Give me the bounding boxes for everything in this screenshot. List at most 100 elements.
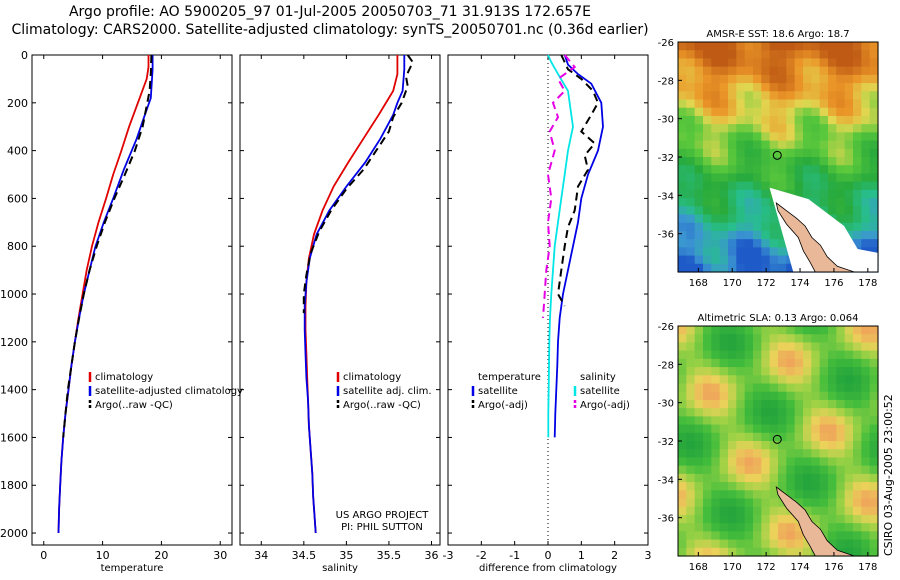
sst-map-heatmap-cell [786,181,796,191]
sst-map-heatmap-cell [719,42,729,51]
sst-map-heatmap-cell [736,165,746,175]
sst-map-heatmap-cell [719,206,729,216]
sst-map-heatmap-cell [678,255,687,265]
sst-map-heatmap-cell [861,132,871,142]
sla-map-heatmap-cell [761,367,771,376]
sla-map-heatmap-cell [828,367,837,376]
sst-map-heatmap-cell [786,132,796,142]
sst-map-heatmap-cell [819,66,829,76]
sla-map-heatmap-cell [778,482,787,491]
sst-map-heatmap-cell [736,255,746,265]
sst-map-heatmap-cell [844,189,854,199]
sla-map-heatmap-cell [778,449,787,459]
sla-map-heatmap-cell [836,482,846,491]
sst-map-heatmap-cell [753,189,762,199]
sla-map-heatmap-cell [694,432,704,442]
sst-map-heatmap-cell [828,124,837,133]
sla-map-heatmap-cell [853,383,862,393]
sst-land-mask [769,187,878,272]
sst-map-heatmap-cell [769,181,779,191]
sst-map-heatmap-cell [686,115,696,125]
sla-map-heatmap-cell [786,465,796,475]
sst-map-heatmap-cell [678,132,687,142]
sla-map-heatmap-cell [869,408,879,417]
sla-map-heatmap-cell [778,334,787,344]
sst-map-heatmap-cell [753,230,762,240]
sla-map-heatmap-cell [761,498,771,508]
sst-map-heatmap-cell [769,255,779,265]
sla-map-heatmap-cell [678,506,687,516]
sla-map-heatmap-cell [728,399,737,409]
sst-map-heatmap-cell [678,239,687,248]
sla-map-heatmap-cell [861,531,871,541]
sst-map-heatmap-cell [753,247,762,257]
sla-map-heatmap-cell [844,383,854,393]
sla-map-heatmap-cell [736,399,746,409]
sla-map-heatmap-cell [828,326,837,335]
sst-map-heatmap-cell [744,42,754,51]
sst-map-heatmap-cell [819,74,829,84]
temperature-ytick-label: 800 [7,240,28,253]
sla-map-heatmap-cell [819,383,829,393]
sla-map-heatmap-cell [844,498,854,508]
sla-map-heatmap-cell [744,367,754,376]
sla-map-heatmap-cell [786,490,796,500]
sla-map-heatmap-cell [686,531,696,541]
sst-map-heatmap-cell [761,91,771,101]
sla-map-heatmap-cell [728,465,737,475]
sla-map-heatmap-cell [678,342,687,352]
sla-map-heatmap-cell [836,498,846,508]
sla-map-heatmap-cell [753,441,762,450]
sla-map-heatmap-cell [844,342,854,352]
sst-map-heatmap-cell [753,132,762,142]
sst-map-heatmap-cell [769,124,779,133]
sla-map-heatmap-cell [736,441,746,450]
sst-map-heatmap-cell [853,66,862,76]
sst-map-heatmap-cell [853,132,862,142]
sla-map-heatmap-cell [686,383,696,393]
sla-map-heatmap-cell [728,473,737,483]
sst-map-heatmap-cell [744,222,754,232]
sla-map-heatmap-cell [728,367,737,376]
sla-map-heatmap-cell [853,441,862,450]
sst-map-heatmap-cell [711,42,721,51]
sla-map-heatmap-cell [853,391,862,401]
sst-map-heatmap-cell [686,132,696,142]
sla-map-heatmap-cell [836,457,846,467]
sst-map-heatmap-cell [869,140,879,150]
sla-map-heatmap-cell [786,326,796,335]
sst-map-heatmap-cell [844,74,854,84]
sla-map-heatmap-cell [844,457,854,467]
sla-map-heatmap-cell [686,514,696,524]
sla-map-heatmap-cell [686,367,696,376]
sst-map-heatmap-cell [728,255,737,265]
sla-map-heatmap-cell [728,498,737,508]
sla-map-heatmap-cell [678,358,687,368]
sst-map-heatmap-cell [794,66,804,76]
sst-map-heatmap-cell [819,99,829,109]
sla-map-heatmap-cell [819,506,829,516]
sla-map-heatmap-cell [819,514,829,524]
sst-map-heatmap-cell [844,165,854,175]
sst-map-heatmap-cell [736,140,746,150]
sla-map-heatmap-cell [844,424,854,434]
difference-series-line [547,54,574,438]
sst-map-heatmap-cell [836,91,846,101]
sla-map-heatmap-cell [778,375,787,385]
sla-map-heatmap-cell [786,424,796,434]
sla-map-heatmap-cell [694,490,704,500]
sla-map-heatmap-cell [794,457,804,467]
sst-map-heatmap-cell [869,239,879,248]
sla-map-heatmap-cell [728,449,737,459]
sla-map-heatmap-cell [836,342,846,352]
sla-map-heatmap-cell [711,383,721,393]
sst-map-heatmap-cell [719,83,729,92]
sla-map-heatmap-cell [703,326,712,335]
sst-map-heatmap-cell [686,99,696,109]
sst-map-heatmap-cell [803,107,812,117]
sla-map-heatmap-cell [794,490,804,500]
sst-map-heatmap-cell [719,132,729,142]
sst-map-heatmap-cell [828,140,837,150]
salinity-plot-frame [239,54,441,546]
sst-map-heatmap-cell [836,206,846,216]
